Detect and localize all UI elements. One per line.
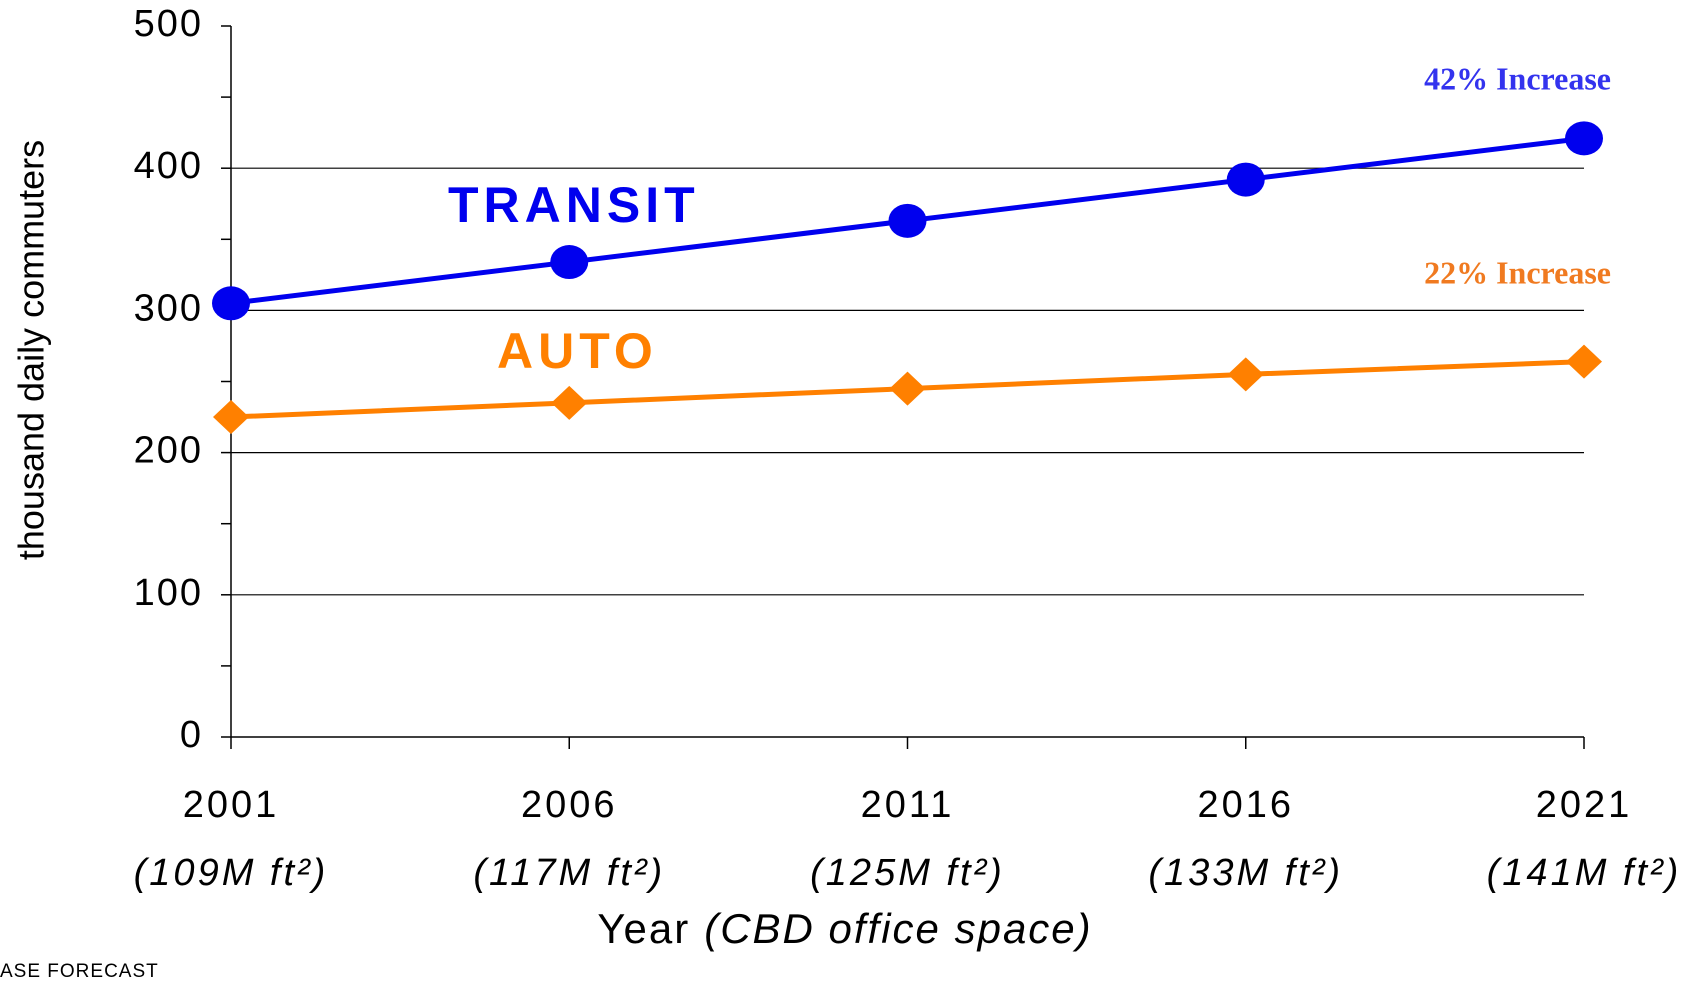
marker xyxy=(1226,162,1265,197)
marker xyxy=(1565,121,1603,156)
annotation: 42% Increase xyxy=(1424,60,1611,96)
y-axis-label: thousand daily commuters xyxy=(11,140,52,560)
x-tick-note: (109M ft²) xyxy=(134,852,329,894)
annotation: 22% Increase xyxy=(1424,254,1611,290)
marker xyxy=(888,203,927,238)
marker xyxy=(212,286,250,321)
y-tick-label: 100 xyxy=(134,572,203,614)
x-axis-label: Year (CBD office space) xyxy=(597,905,1092,952)
x-tick-note: (117M ft²) xyxy=(473,852,665,894)
x-tick-note: (133M ft²) xyxy=(1148,852,1343,894)
x-tick-label: 2021 xyxy=(1536,784,1633,826)
marker xyxy=(551,385,588,420)
marker xyxy=(1227,357,1264,392)
marker xyxy=(889,371,926,406)
x-tick-label: 2006 xyxy=(521,784,618,826)
x-tick-note: (125M ft²) xyxy=(810,852,1005,894)
marker xyxy=(550,245,589,280)
y-tick-label: 400 xyxy=(134,145,203,187)
y-tick-label: 200 xyxy=(134,430,203,472)
x-tick-label: 2011 xyxy=(861,784,955,826)
x-tick-label: 2001 xyxy=(183,784,280,826)
series-label: TRANSIT xyxy=(448,177,700,233)
marker xyxy=(1566,344,1602,379)
y-tick-label: 300 xyxy=(134,287,203,329)
series-label: AUTO xyxy=(497,323,658,379)
x-axis-label-note: (CBD office space) xyxy=(704,905,1092,952)
x-tick-note: (141M ft²) xyxy=(1487,852,1682,894)
x-axis-label-main: Year xyxy=(597,905,690,952)
x-tick-label: 2016 xyxy=(1197,784,1294,826)
y-tick-label: 500 xyxy=(134,3,203,45)
y-tick-label: 0 xyxy=(180,714,203,756)
footnote: ASE FORECAST xyxy=(0,961,159,982)
marker xyxy=(213,400,249,435)
